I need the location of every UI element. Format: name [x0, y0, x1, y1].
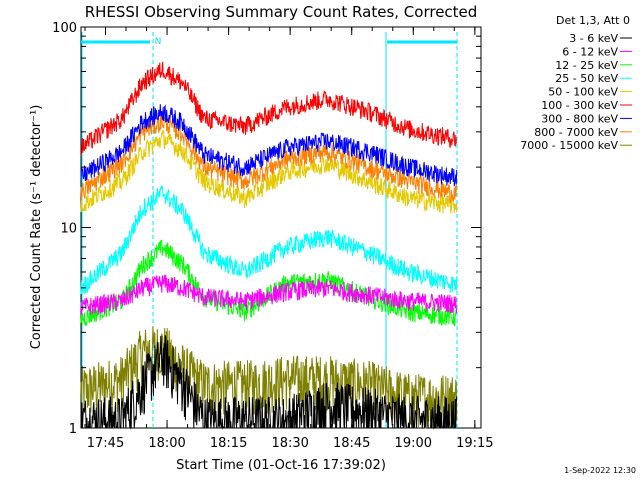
series-line [81, 335, 458, 430]
legend-label: 3 - 6 keV [569, 32, 618, 45]
series-line [80, 61, 458, 156]
x-tick-label: 17:45 [87, 436, 124, 451]
series-line [80, 274, 458, 316]
series-line [80, 114, 458, 204]
night-label: N [155, 37, 162, 47]
y-axis-label: Corrected Count Rate (s⁻¹ detector⁻¹) [29, 105, 44, 350]
series-line [80, 130, 458, 214]
chart-title: RHESSI Observing Summary Count Rates, Co… [85, 3, 478, 21]
legend-label: 800 - 7000 keV [534, 126, 618, 139]
x-axis-label: Start Time (01-Oct-16 17:39:02) [176, 458, 386, 473]
legend-label: 25 - 50 keV [555, 72, 618, 85]
axes-layer: 17:45 18:00 18:15 18:30 18:45 19:00 19:15 1 10 10… [52, 21, 493, 451]
x-tick-label: 18:45 [333, 436, 370, 451]
x-tick-label: 18:00 [148, 436, 185, 451]
legend-label: 12 - 25 keV [555, 59, 618, 72]
y-tick-label: 1 [69, 422, 77, 437]
legend-label: 7000 - 15000 keV [520, 139, 618, 152]
series-layer [80, 61, 458, 430]
y-tick-label: 100 [52, 21, 77, 36]
legend-label: 300 - 800 keV [541, 112, 618, 125]
y-tick-label: 10 [60, 222, 77, 237]
x-tick-label: 19:15 [456, 436, 493, 451]
x-tick-label: 18:15 [210, 436, 247, 451]
footer-date: 1-Sep-2022 12:30 [564, 466, 636, 475]
series-line [80, 184, 458, 295]
legend-header: Det 1,3, Att 0 [556, 14, 630, 27]
legend-label: 6 - 12 keV [562, 45, 618, 58]
x-tick-label: 19:00 [395, 436, 432, 451]
legend-label: 50 - 100 keV [548, 86, 618, 99]
legend-label: 100 - 300 keV [541, 99, 618, 112]
series-line [80, 104, 458, 187]
x-tick-label: 18:30 [271, 436, 308, 451]
night-markers: N [81, 32, 458, 428]
